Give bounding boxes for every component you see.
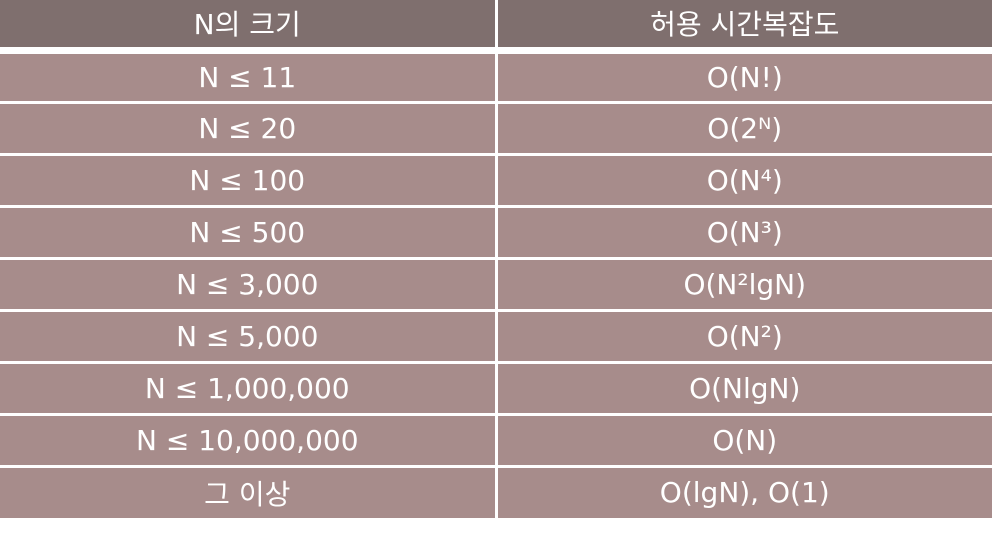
complexity-cell: O(N²lgN)	[496, 256, 992, 310]
table-header-row: N의 크기 허용 시간복잡도	[0, 0, 992, 50]
size-cell: N ≤ 11	[0, 46, 498, 102]
size-cell: N ≤ 20	[0, 100, 498, 154]
header-input-size: N의 크기	[0, 0, 498, 50]
size-cell: N ≤ 100	[0, 152, 498, 206]
complexity-cell: O(N!)	[496, 46, 992, 102]
size-cell: N ≤ 5,000	[0, 308, 498, 362]
complexity-cell: O(2ᴺ)	[496, 100, 992, 154]
size-cell: N ≤ 1,000,000	[0, 360, 498, 414]
size-cell: 그 이상	[0, 464, 498, 518]
table-row: N ≤ 500 O(N³)	[0, 204, 992, 258]
table-row: N ≤ 10,000,000 O(N)	[0, 412, 992, 466]
complexity-cell: O(N²)	[496, 308, 992, 362]
table-row: 그 이상 O(lgN), O(1)	[0, 464, 992, 518]
table-row: N ≤ 3,000 O(N²lgN)	[0, 256, 992, 310]
complexity-cell: O(N)	[496, 412, 992, 466]
complexity-cell: O(NlgN)	[496, 360, 992, 414]
table-row: N ≤ 5,000 O(N²)	[0, 308, 992, 362]
table-row: N ≤ 100 O(N⁴)	[0, 152, 992, 206]
table-row: N ≤ 20 O(2ᴺ)	[0, 100, 992, 154]
complexity-table: N의 크기 허용 시간복잡도 N ≤ 11 O(N!) N ≤ 20 O(2ᴺ)…	[0, 0, 992, 518]
table-row: N ≤ 1,000,000 O(NlgN)	[0, 360, 992, 414]
complexity-cell: O(lgN), O(1)	[496, 464, 992, 518]
size-cell: N ≤ 500	[0, 204, 498, 258]
size-cell: N ≤ 3,000	[0, 256, 498, 310]
complexity-cell: O(N³)	[496, 204, 992, 258]
complexity-cell: O(N⁴)	[496, 152, 992, 206]
table-row: N ≤ 11 O(N!)	[0, 46, 992, 102]
header-allowed-complexity: 허용 시간복잡도	[650, 8, 840, 42]
size-cell: N ≤ 10,000,000	[0, 412, 498, 466]
